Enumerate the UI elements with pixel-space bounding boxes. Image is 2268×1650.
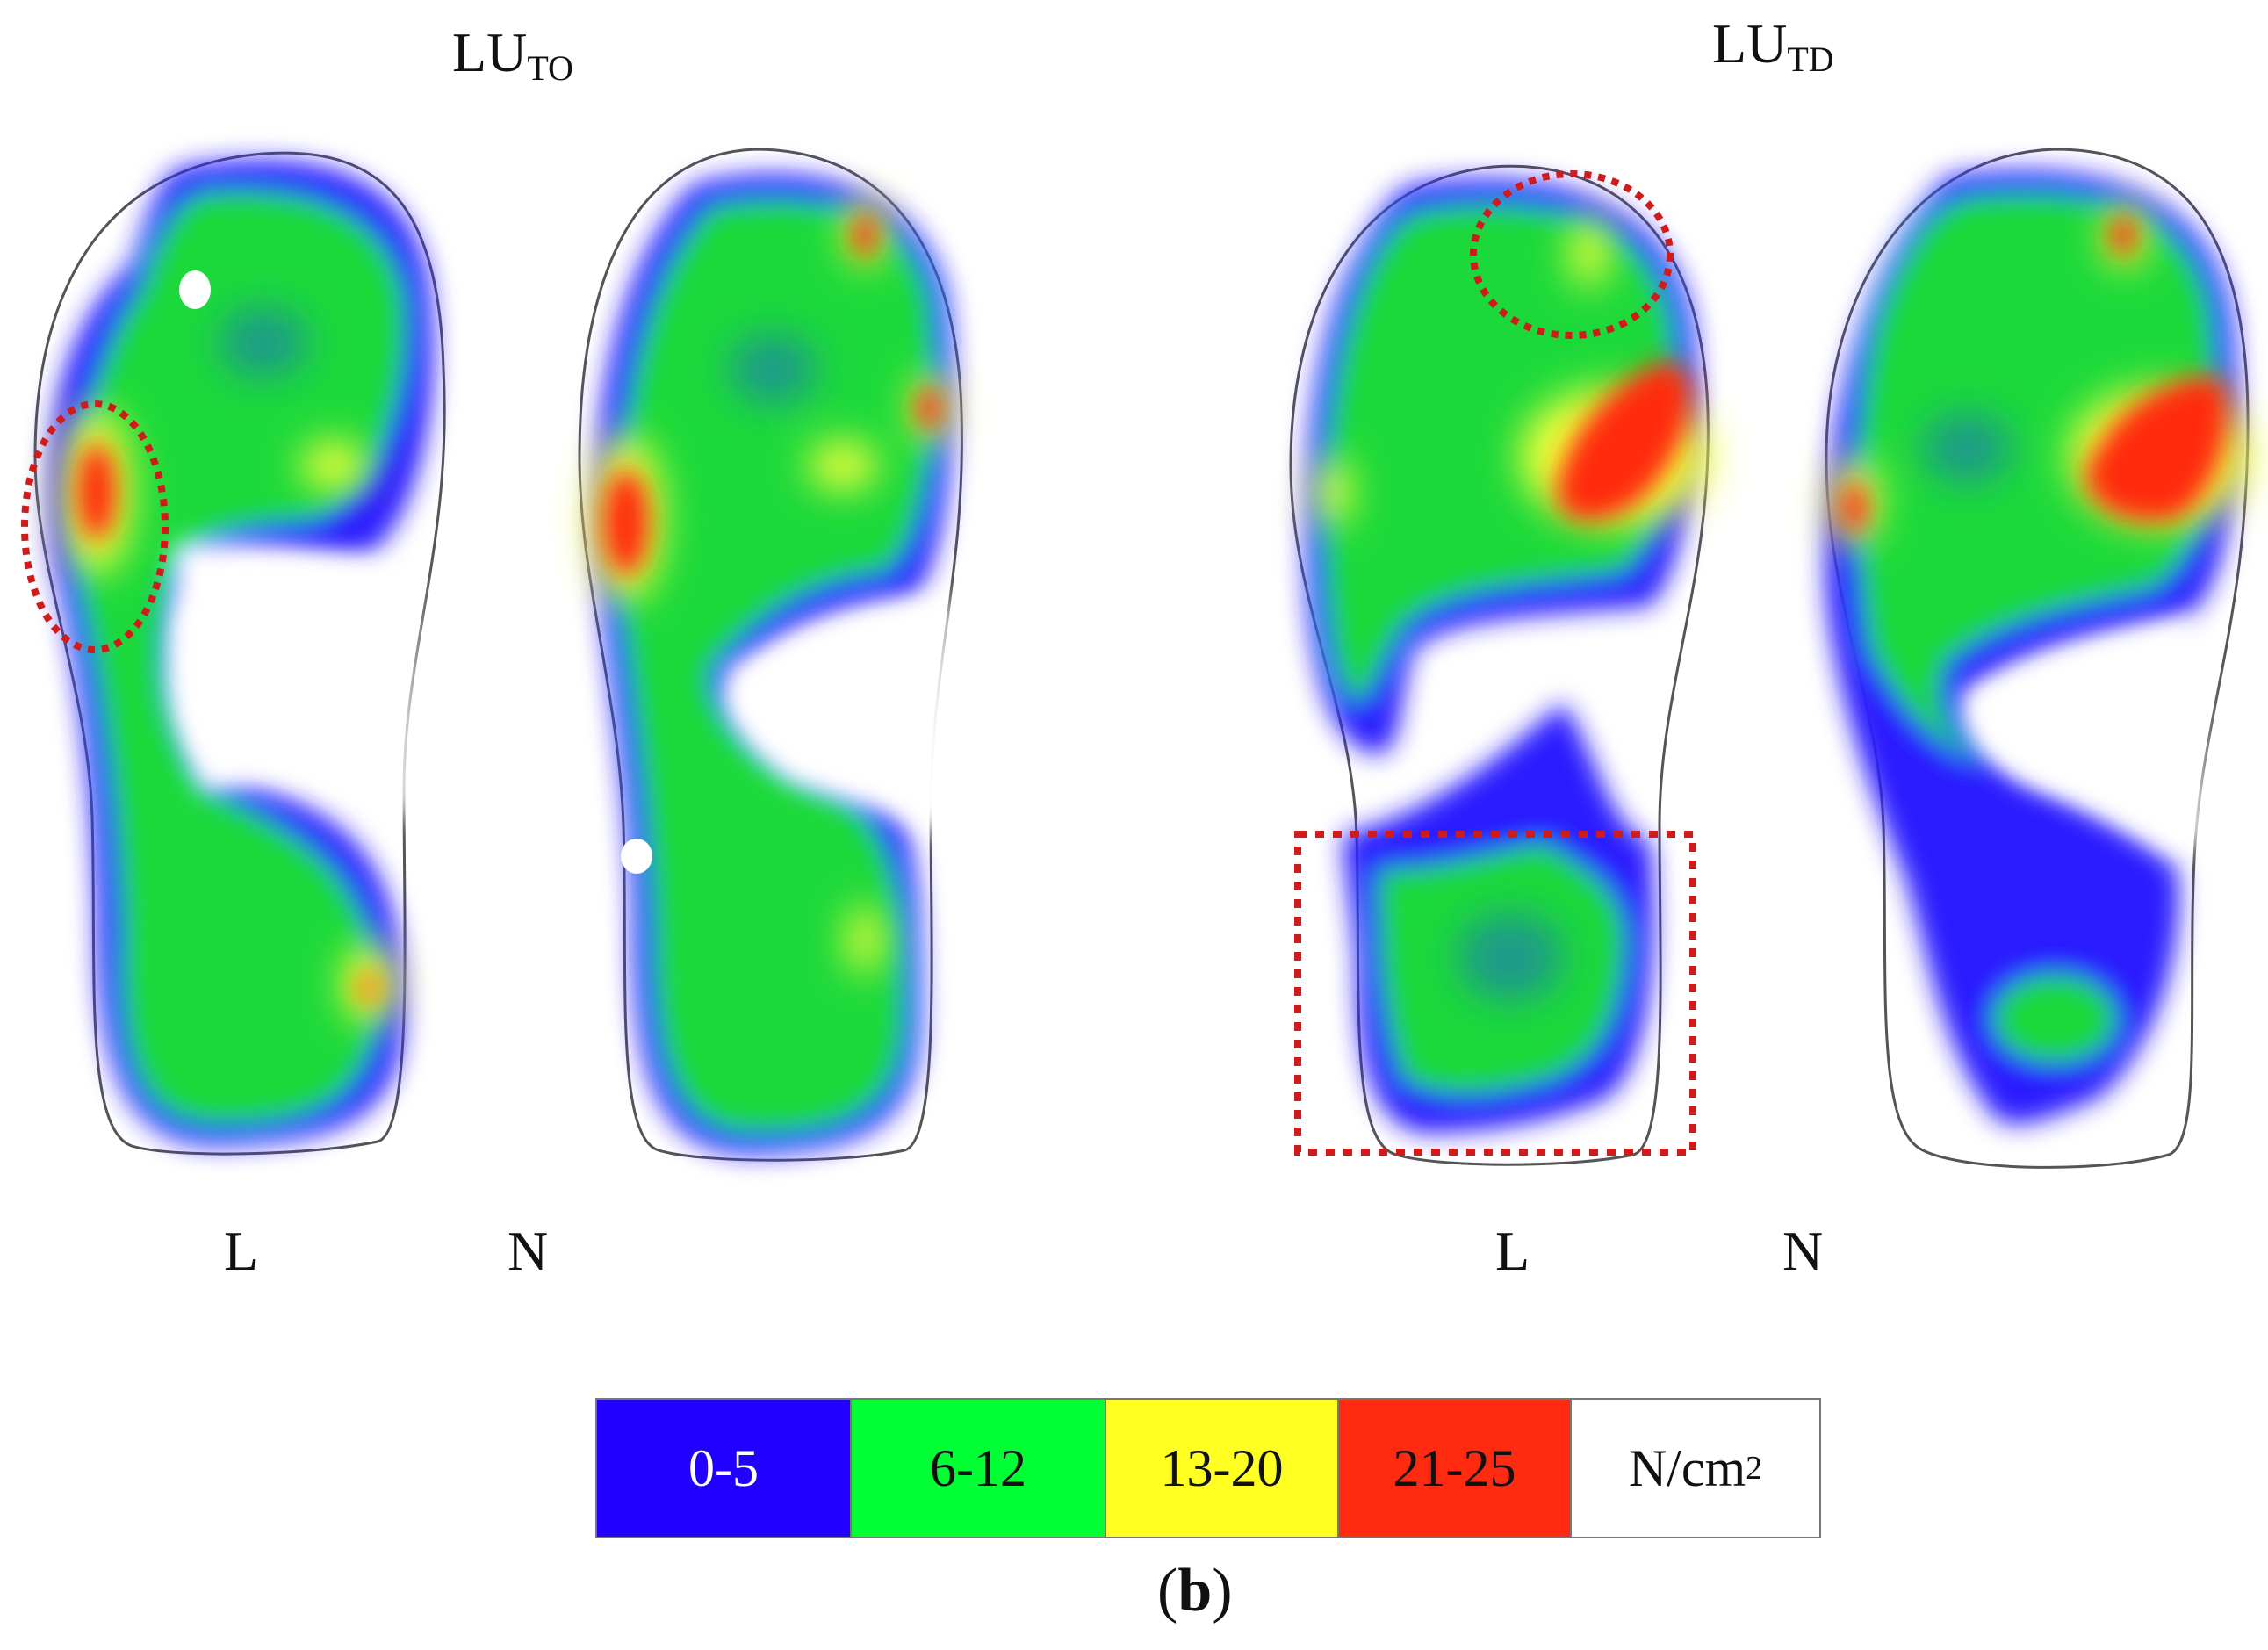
title-lu-to: LUTO <box>452 21 573 88</box>
foot-lu-to-n <box>578 148 963 1162</box>
legend-unit: N/cm 2 <box>1572 1400 1819 1537</box>
legend-bin-13-20: 13-20 <box>1106 1400 1339 1537</box>
highlight-circle <box>1470 170 1674 339</box>
title-lu-td: LUTD <box>1712 12 1834 79</box>
foot-lu-to-l <box>21 151 446 1156</box>
foot-outline <box>578 148 963 1162</box>
legend-bin-0-5: 0-5 <box>597 1400 852 1537</box>
label-lu-to-l: L <box>224 1220 259 1282</box>
foot-lu-td-n <box>1825 148 2252 1169</box>
label-lu-to-n: N <box>508 1220 549 1282</box>
legend-bin-6-12: 6-12 <box>852 1400 1106 1537</box>
label-lu-td-n: N <box>1782 1220 1824 1282</box>
highlight-circle <box>21 400 169 653</box>
foot-lu-td-l <box>1289 164 1712 1166</box>
label-lu-td-l: L <box>1495 1220 1530 1282</box>
figure-caption: (b) <box>1157 1557 1233 1625</box>
legend-bin-21-25: 21-25 <box>1339 1400 1572 1537</box>
highlight-box <box>1294 831 1696 1156</box>
pressure-legend: 0-5 6-12 13-20 21-25 N/cm 2 <box>595 1398 1821 1538</box>
